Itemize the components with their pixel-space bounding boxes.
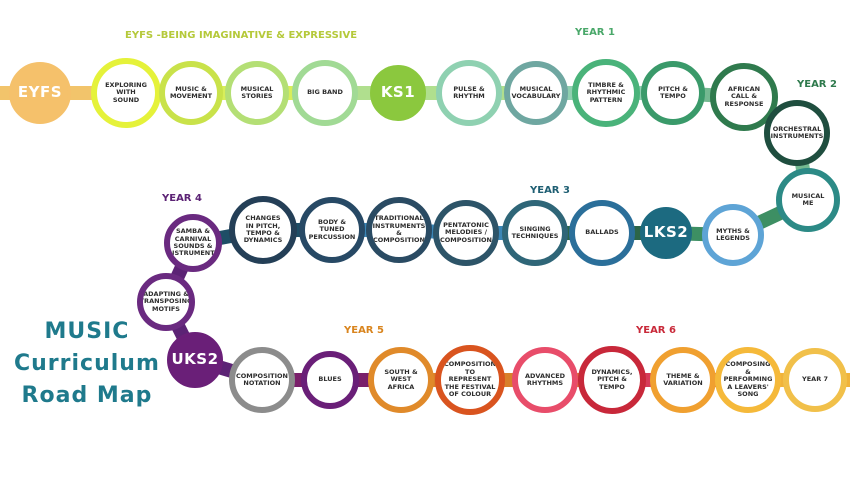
topic-node: Music & Movement [159, 61, 223, 125]
topic-node: Timbre & Rhythmic Pattern [572, 59, 640, 127]
topic-node: YEAR 7 [783, 348, 847, 412]
page-title: MUSIC Curriculum Road Map [14, 316, 160, 412]
topic-node: Composition to Represent the Festival of… [435, 345, 505, 415]
topic-node: Pentatonic Melodies / Composition [433, 200, 499, 266]
topic-node: Ballads [569, 200, 635, 266]
topic-node: Exploring with sound [91, 58, 161, 128]
topic-node: Blues [301, 351, 359, 409]
year-2-header: YEAR 2 [797, 79, 837, 90]
topic-node: Dynamics, Pitch & Tempo [578, 346, 646, 414]
topic-node: Traditional Instruments & Composition [366, 197, 432, 263]
year-5-header: YEAR 5 [344, 325, 384, 336]
year-1-header: YEAR 1 [575, 27, 615, 38]
title-line-2: Curriculum [14, 350, 160, 376]
topic-node: KS1 [370, 65, 426, 121]
topic-node: Pitch & Tempo [641, 61, 705, 125]
year-3-header: YEAR 3 [530, 185, 570, 196]
topic-node: Pulse & Rhythm [436, 60, 502, 126]
eyfs-header: EYFS -Being imaginative & expressive [125, 30, 358, 41]
year-6-header: YEAR 6 [636, 325, 676, 336]
topic-node: Changes in Pitch, Tempo & Dynamics [229, 196, 297, 264]
topic-node: Myths & Legends [702, 204, 764, 266]
topic-node: Samba & Carnival Sounds & Instruments [164, 214, 222, 272]
title-line-1: MUSIC [44, 319, 130, 344]
topic-node: Musical Stories [225, 61, 289, 125]
topic-node: Composing & Performing a Leavers' Song [715, 347, 781, 413]
topic-node: Singing Techniques [502, 200, 568, 266]
title-line-3: Road Map [21, 382, 153, 408]
topic-node: UKS2 [167, 332, 223, 388]
topic-node: Musical Vocabulary [504, 61, 568, 125]
topic-node: Adapting & Transposing Motifs [137, 273, 195, 331]
topic-node: Advanced Rhythms [512, 347, 578, 413]
year-4-header: YEAR 4 [162, 193, 202, 204]
topic-node: Theme & Variation [650, 347, 716, 413]
topic-node: South & West Africa [368, 347, 434, 413]
topic-node: Body & Tuned Percussion [299, 197, 365, 263]
topic-node: LKS2 [640, 207, 692, 259]
topic-node: EYFS [9, 62, 71, 124]
topic-node: Big Band [292, 60, 358, 126]
topic-node: Musical Me [776, 168, 840, 232]
topic-node: Composition Notation [229, 347, 295, 413]
topic-node: Orchestral Instruments [764, 100, 830, 166]
